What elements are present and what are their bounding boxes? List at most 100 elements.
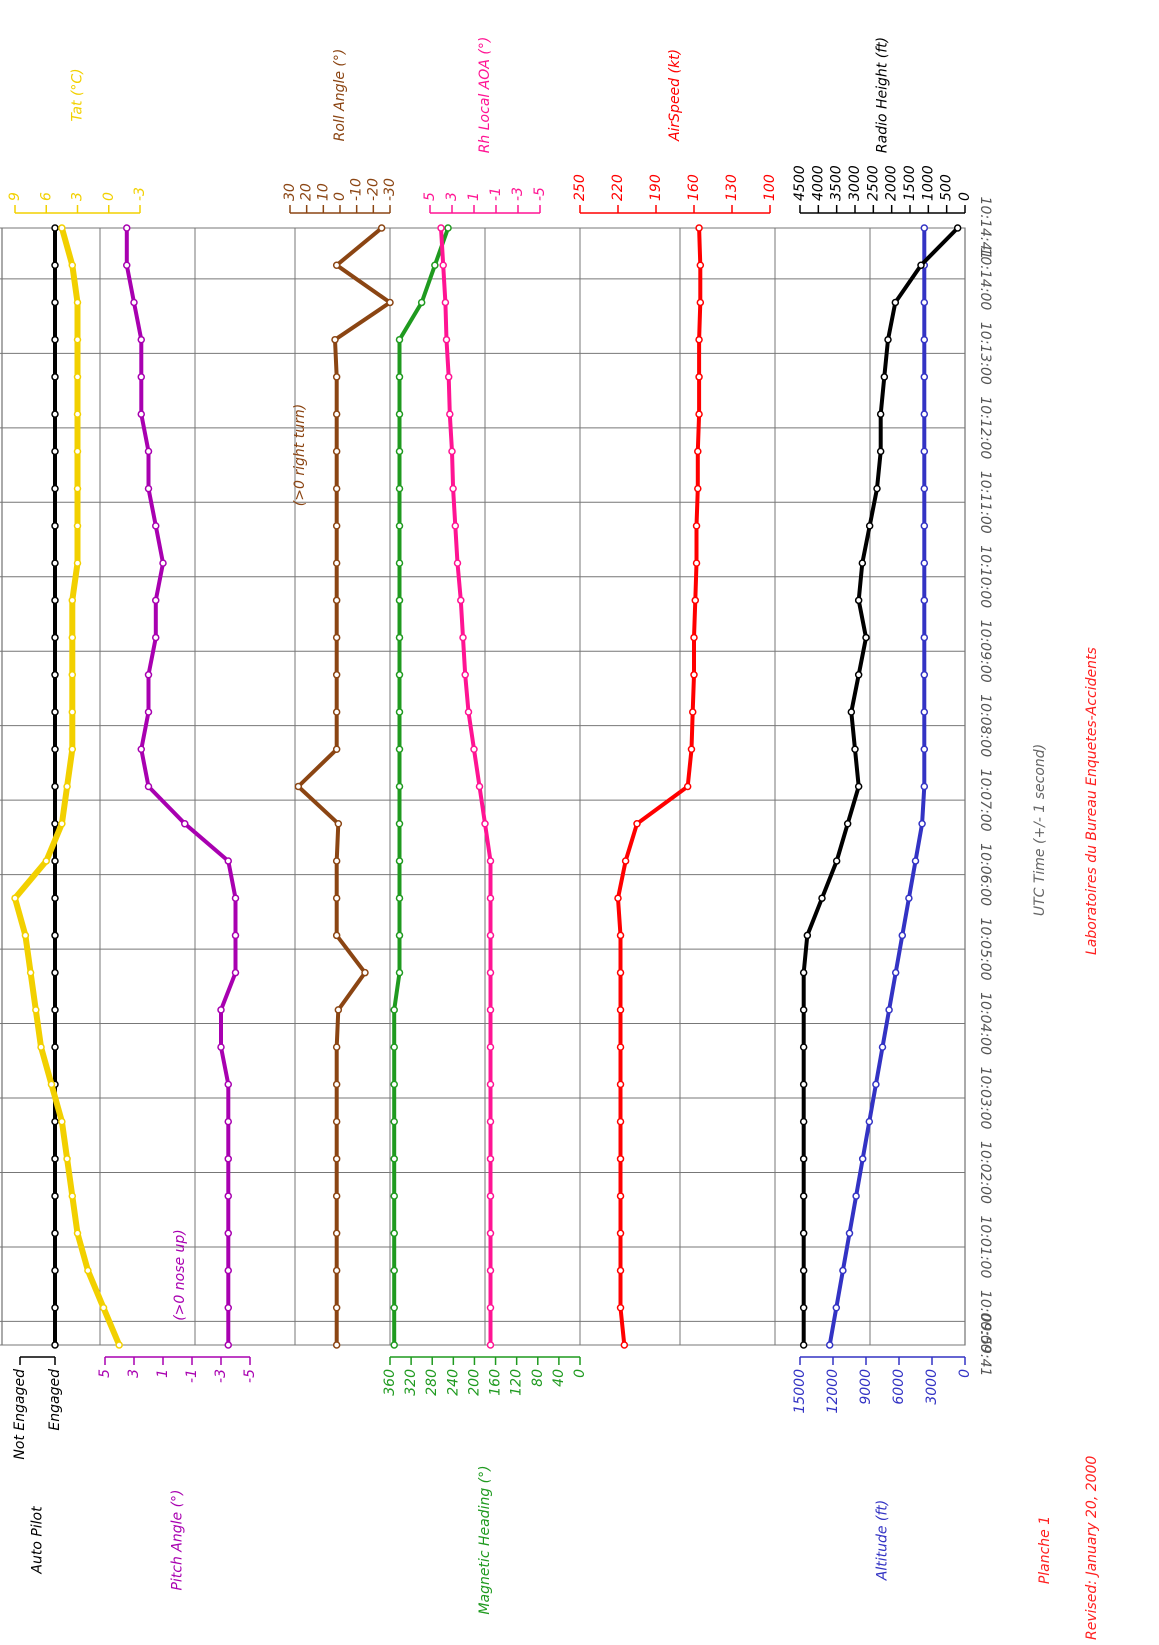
y-tick-label: 280 [424,1369,440,1396]
plate-label: Planche 1 [1037,1516,1053,1584]
data-point [51,968,59,977]
data-point [224,1117,232,1126]
data-point [459,633,467,642]
data-point [115,1341,123,1349]
data-point [695,224,703,232]
x-tick-label: 10:06:00 [977,843,993,906]
y-tick-label: 3000 [847,165,863,201]
data-point [73,410,82,418]
data-point [144,484,153,493]
data-point [616,1117,625,1126]
y-tick-label: -5 [242,1369,258,1383]
data-point [457,596,465,605]
y-tick-label: -3 [510,187,526,201]
data-point [51,1304,59,1312]
data-point [123,224,131,232]
data-point [799,1043,808,1051]
y-tick-label: 0 [332,192,348,201]
data-point [51,633,59,642]
data-point [395,931,404,940]
y-tick-label: 3 [444,192,460,201]
x-tick-label: 10:11:00 [977,471,993,534]
data-point [58,1117,66,1126]
data-point [51,224,59,232]
data-point [37,1043,45,1051]
data-point [920,298,929,307]
y-tick-label: 120 [509,1369,525,1396]
data-point [159,559,167,567]
data-point [880,373,889,381]
data-point [444,224,452,232]
data-point [51,745,59,754]
data-point [332,1229,341,1238]
data-point [847,708,856,716]
x-tick-label: 10:03:00 [977,1067,993,1130]
data-point [876,410,885,418]
data-point [920,410,929,418]
data-point [486,1229,495,1238]
y-tick-label: 5 [422,192,438,201]
data-point [332,894,341,902]
data-point [395,522,404,530]
data-point [73,522,82,530]
data-point [891,298,900,307]
data-point [395,559,404,567]
data-point [51,484,59,493]
y-tick-label: 2000 [884,165,900,201]
data-point [332,1080,341,1089]
data-point [920,447,929,456]
x-tick-label: 09:59:41 [977,1314,993,1377]
data-point [51,1006,59,1014]
data-point [845,1229,854,1238]
data-point [332,1117,341,1126]
data-point [911,857,920,865]
data-point [687,745,696,754]
data-point [332,931,341,940]
data-point [390,1006,398,1014]
data-point [51,1266,59,1275]
data-point [690,671,698,679]
data-point [633,819,641,828]
data-point [481,819,489,828]
data-point [386,298,394,307]
data-point [437,224,445,232]
data-point [920,224,929,232]
data-point [390,1266,398,1275]
data-point [32,1006,40,1014]
data-point [825,1341,834,1349]
data-line [124,228,238,1345]
y-tick-label: -1 [488,187,504,201]
y-tick-label: 30 [282,183,298,201]
data-point [799,1266,808,1275]
data-point [694,484,702,493]
data-point [332,559,341,567]
y-tick-label: 0 [957,1369,973,1378]
data-point [84,1266,92,1275]
data-point [137,745,145,754]
data-point [395,410,404,418]
data-point [862,633,870,642]
y-axis-title: Radio Height (ft) [875,37,891,153]
data-point [449,484,457,493]
data-point [47,1080,56,1089]
y-tick-label: -1 [184,1369,200,1383]
data-point [884,335,892,344]
y-tick-label: 15000 [792,1369,808,1414]
data-point [486,931,495,940]
data-point [692,559,701,567]
data-point [616,931,625,940]
y-tick-label: 4500 [792,165,808,201]
data-point [616,1266,625,1275]
data-point [68,708,77,716]
data-point [332,745,341,754]
data-point [486,1266,495,1275]
data-point [616,1304,625,1312]
data-point [395,708,404,716]
data-point [616,1155,625,1163]
data-point [181,819,189,828]
y-axis-title: Tat (°C) [70,68,86,121]
data-point [123,261,131,269]
data-point [130,298,138,307]
data-point [294,782,303,791]
